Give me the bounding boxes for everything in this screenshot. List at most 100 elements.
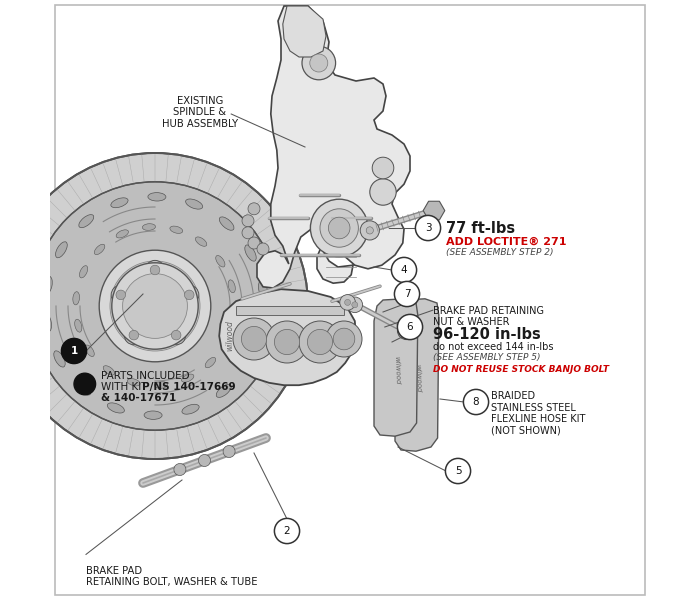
Ellipse shape — [76, 382, 91, 395]
Circle shape — [99, 250, 211, 362]
Circle shape — [274, 329, 300, 355]
Text: ADD LOCTITE® 271: ADD LOCTITE® 271 — [446, 236, 566, 247]
Ellipse shape — [216, 385, 231, 397]
Text: do not exceed 144 in-lbs: do not exceed 144 in-lbs — [433, 342, 553, 352]
Text: EXISTING: EXISTING — [177, 96, 223, 106]
Circle shape — [266, 321, 308, 363]
Ellipse shape — [219, 217, 234, 230]
Circle shape — [394, 281, 419, 307]
Circle shape — [310, 54, 328, 72]
Circle shape — [333, 328, 355, 350]
Text: wilwood: wilwood — [414, 364, 421, 392]
Circle shape — [116, 290, 125, 299]
Ellipse shape — [223, 334, 230, 346]
Circle shape — [146, 260, 164, 280]
Ellipse shape — [228, 280, 235, 293]
Ellipse shape — [258, 280, 267, 298]
Text: (SEE ASSEMBLY STEP 5): (SEE ASSEMBLY STEP 5) — [433, 353, 540, 362]
Text: (SEE ASSEMBLY STEP 2): (SEE ASSEMBLY STEP 2) — [446, 248, 554, 257]
Ellipse shape — [182, 404, 199, 414]
Text: SPINDLE &: SPINDLE & — [174, 107, 227, 118]
Text: RETAINING BOLT, WASHER & TUBE: RETAINING BOLT, WASHER & TUBE — [86, 577, 258, 587]
Text: 6: 6 — [407, 322, 413, 332]
Ellipse shape — [144, 411, 162, 419]
Text: 7: 7 — [404, 289, 410, 299]
Circle shape — [328, 217, 350, 239]
Circle shape — [199, 455, 211, 467]
Ellipse shape — [170, 226, 183, 233]
Circle shape — [352, 302, 358, 308]
Ellipse shape — [75, 319, 82, 332]
Text: WITH KIT: WITH KIT — [101, 382, 150, 392]
Text: 77 ft-lbs: 77 ft-lbs — [446, 221, 515, 236]
Circle shape — [302, 46, 335, 80]
Circle shape — [172, 331, 181, 340]
Circle shape — [110, 261, 200, 351]
Ellipse shape — [216, 256, 225, 267]
Text: 1: 1 — [71, 346, 78, 356]
Polygon shape — [395, 299, 439, 451]
Circle shape — [124, 326, 144, 345]
Circle shape — [74, 373, 96, 395]
Polygon shape — [283, 6, 326, 57]
Ellipse shape — [73, 292, 80, 305]
Ellipse shape — [245, 245, 256, 261]
Circle shape — [111, 285, 130, 304]
Polygon shape — [219, 289, 356, 385]
Circle shape — [398, 322, 415, 340]
Ellipse shape — [43, 276, 52, 294]
Text: BRAIDED: BRAIDED — [491, 391, 535, 401]
Circle shape — [257, 243, 269, 255]
Text: STAINLESS STEEL: STAINLESS STEEL — [491, 403, 576, 413]
Ellipse shape — [103, 366, 115, 375]
Circle shape — [129, 331, 139, 340]
Circle shape — [445, 458, 470, 484]
Text: NUT & WASHER: NUT & WASHER — [433, 317, 510, 328]
Text: 3: 3 — [425, 223, 431, 233]
Text: wilwood: wilwood — [225, 320, 234, 352]
Ellipse shape — [195, 237, 206, 246]
Circle shape — [415, 215, 440, 241]
Circle shape — [310, 199, 368, 257]
Circle shape — [223, 445, 235, 457]
Text: 96-120 in-lbs: 96-120 in-lbs — [433, 327, 540, 342]
Circle shape — [184, 290, 194, 299]
Ellipse shape — [54, 351, 65, 367]
Text: DO NOT REUSE STOCK BANJO BOLT: DO NOT REUSE STOCK BANJO BOLT — [433, 365, 609, 374]
Circle shape — [31, 182, 279, 430]
Ellipse shape — [258, 318, 267, 336]
Polygon shape — [374, 299, 418, 436]
Text: wilwood: wilwood — [393, 356, 400, 385]
Ellipse shape — [79, 215, 94, 227]
Circle shape — [463, 389, 489, 415]
Ellipse shape — [205, 358, 216, 368]
Circle shape — [2, 153, 308, 459]
Circle shape — [372, 157, 394, 179]
Circle shape — [122, 274, 188, 338]
Ellipse shape — [55, 242, 67, 258]
Text: P/NS 140-17669: P/NS 140-17669 — [142, 382, 235, 392]
Circle shape — [370, 179, 396, 205]
Ellipse shape — [243, 354, 255, 370]
Ellipse shape — [94, 244, 105, 254]
Circle shape — [150, 265, 160, 275]
Circle shape — [242, 215, 254, 227]
Text: HUB ASSEMBLY: HUB ASSEMBLY — [162, 119, 238, 129]
Circle shape — [62, 338, 87, 364]
Ellipse shape — [155, 382, 168, 388]
Circle shape — [344, 299, 351, 305]
Circle shape — [347, 297, 363, 313]
Text: 5: 5 — [455, 466, 461, 476]
Text: 8: 8 — [473, 397, 480, 407]
Circle shape — [180, 285, 199, 304]
Circle shape — [2, 153, 308, 459]
Ellipse shape — [127, 379, 140, 386]
Text: FLEXLINE HOSE KIT: FLEXLINE HOSE KIT — [491, 414, 585, 424]
Circle shape — [299, 321, 341, 363]
Ellipse shape — [107, 403, 125, 413]
Text: 2: 2 — [284, 526, 290, 536]
Circle shape — [167, 326, 186, 345]
Circle shape — [366, 227, 373, 234]
Ellipse shape — [186, 199, 203, 209]
Text: & 140-17671: & 140-17671 — [101, 393, 176, 403]
